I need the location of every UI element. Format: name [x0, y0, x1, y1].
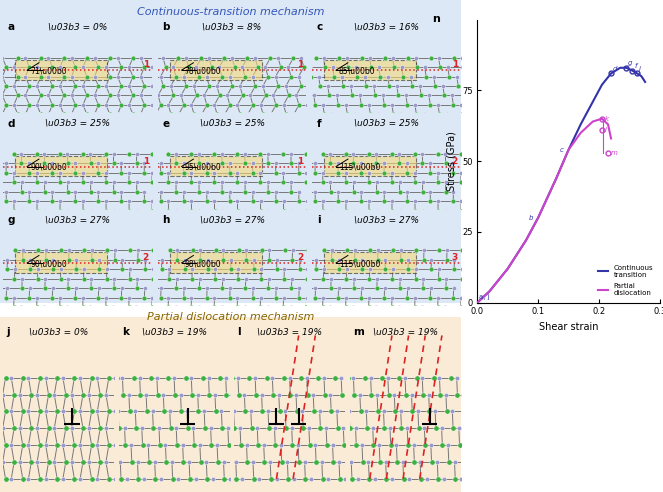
- Bar: [15, 156, 107, 176]
- Text: 1: 1: [297, 156, 304, 166]
- Text: \u03b3 = 27%: \u03b3 = 27%: [45, 215, 110, 224]
- Text: \u03b3 = 19%: \u03b3 = 19%: [257, 327, 322, 336]
- Text: 2: 2: [452, 156, 458, 166]
- Bar: [324, 252, 416, 273]
- Text: \u03b3 = 0%: \u03b3 = 0%: [29, 327, 88, 336]
- Legend: Continuous
transition, Partial
dislocation: Continuous transition, Partial dislocati…: [595, 262, 656, 299]
- Text: \u03b3 = 25%: \u03b3 = 25%: [354, 119, 419, 128]
- Text: k: k: [122, 327, 129, 337]
- Text: e: e: [162, 119, 169, 129]
- Text: \u03b3 = 25%: \u03b3 = 25%: [45, 119, 110, 128]
- Text: b: b: [529, 215, 533, 221]
- Text: 71\u00b0: 71\u00b0: [30, 66, 67, 76]
- Text: a, j: a, j: [479, 294, 490, 300]
- Text: d: d: [613, 66, 617, 72]
- Text: m: m: [611, 150, 617, 155]
- Bar: [15, 60, 107, 80]
- Text: g: g: [628, 61, 633, 66]
- Bar: [15, 252, 107, 273]
- Text: 1: 1: [297, 60, 304, 69]
- Bar: [170, 60, 262, 80]
- Text: 78\u00b0: 78\u00b0: [184, 66, 221, 76]
- Bar: [324, 156, 416, 176]
- Text: \u03b3 = 19%: \u03b3 = 19%: [373, 327, 438, 336]
- Text: n: n: [432, 14, 440, 24]
- Text: 2: 2: [297, 253, 304, 262]
- Text: g: g: [8, 215, 15, 225]
- Text: f: f: [634, 63, 636, 69]
- Text: 115\u00b0: 115\u00b0: [339, 163, 381, 172]
- Text: l: l: [237, 327, 241, 337]
- Text: \u03b3 = 27%: \u03b3 = 27%: [200, 215, 265, 224]
- Text: i: i: [317, 215, 320, 225]
- Text: i: i: [639, 66, 641, 72]
- Text: 115\u00b0: 115\u00b0: [339, 259, 381, 268]
- Text: 1: 1: [143, 156, 149, 166]
- Text: a: a: [8, 23, 15, 32]
- Text: k: k: [605, 116, 609, 122]
- Text: m: m: [353, 327, 364, 337]
- Text: \u03b3 = 16%: \u03b3 = 16%: [354, 23, 419, 31]
- Text: b: b: [162, 23, 170, 32]
- Text: 3: 3: [452, 253, 458, 262]
- Bar: [324, 60, 416, 80]
- Text: 2: 2: [143, 253, 149, 262]
- Text: Partial dislocation mechanism: Partial dislocation mechanism: [147, 312, 314, 322]
- X-axis label: Shear strain: Shear strain: [539, 322, 598, 332]
- Text: c: c: [560, 147, 564, 153]
- Text: 1: 1: [143, 60, 149, 69]
- Text: f: f: [317, 119, 322, 129]
- Text: 90\u00b0: 90\u00b0: [30, 163, 67, 172]
- Text: Continuous-transition mechanism: Continuous-transition mechanism: [137, 7, 324, 17]
- Bar: [170, 156, 262, 176]
- Text: \u03b3 = 19%: \u03b3 = 19%: [142, 327, 207, 336]
- Text: j: j: [7, 327, 10, 337]
- Text: \u03b3 = 8%: \u03b3 = 8%: [202, 23, 262, 31]
- Text: c: c: [317, 23, 323, 32]
- Text: l: l: [605, 127, 607, 133]
- Text: \u03b3 = 0%: \u03b3 = 0%: [48, 23, 107, 31]
- Text: d: d: [8, 119, 15, 129]
- Bar: [170, 252, 262, 273]
- Text: 98\u00b0: 98\u00b0: [184, 259, 221, 268]
- Text: \u03b3 = 25%: \u03b3 = 25%: [200, 119, 265, 128]
- Text: 95\u00b0: 95\u00b0: [184, 163, 221, 172]
- Text: \u03b3 = 27%: \u03b3 = 27%: [354, 215, 419, 224]
- Text: h: h: [162, 215, 170, 225]
- Y-axis label: Stress (GPa): Stress (GPa): [446, 131, 456, 191]
- Text: 1: 1: [452, 60, 458, 69]
- Text: 90\u00b0: 90\u00b0: [30, 259, 67, 268]
- Text: 85\u00b0: 85\u00b0: [339, 66, 376, 76]
